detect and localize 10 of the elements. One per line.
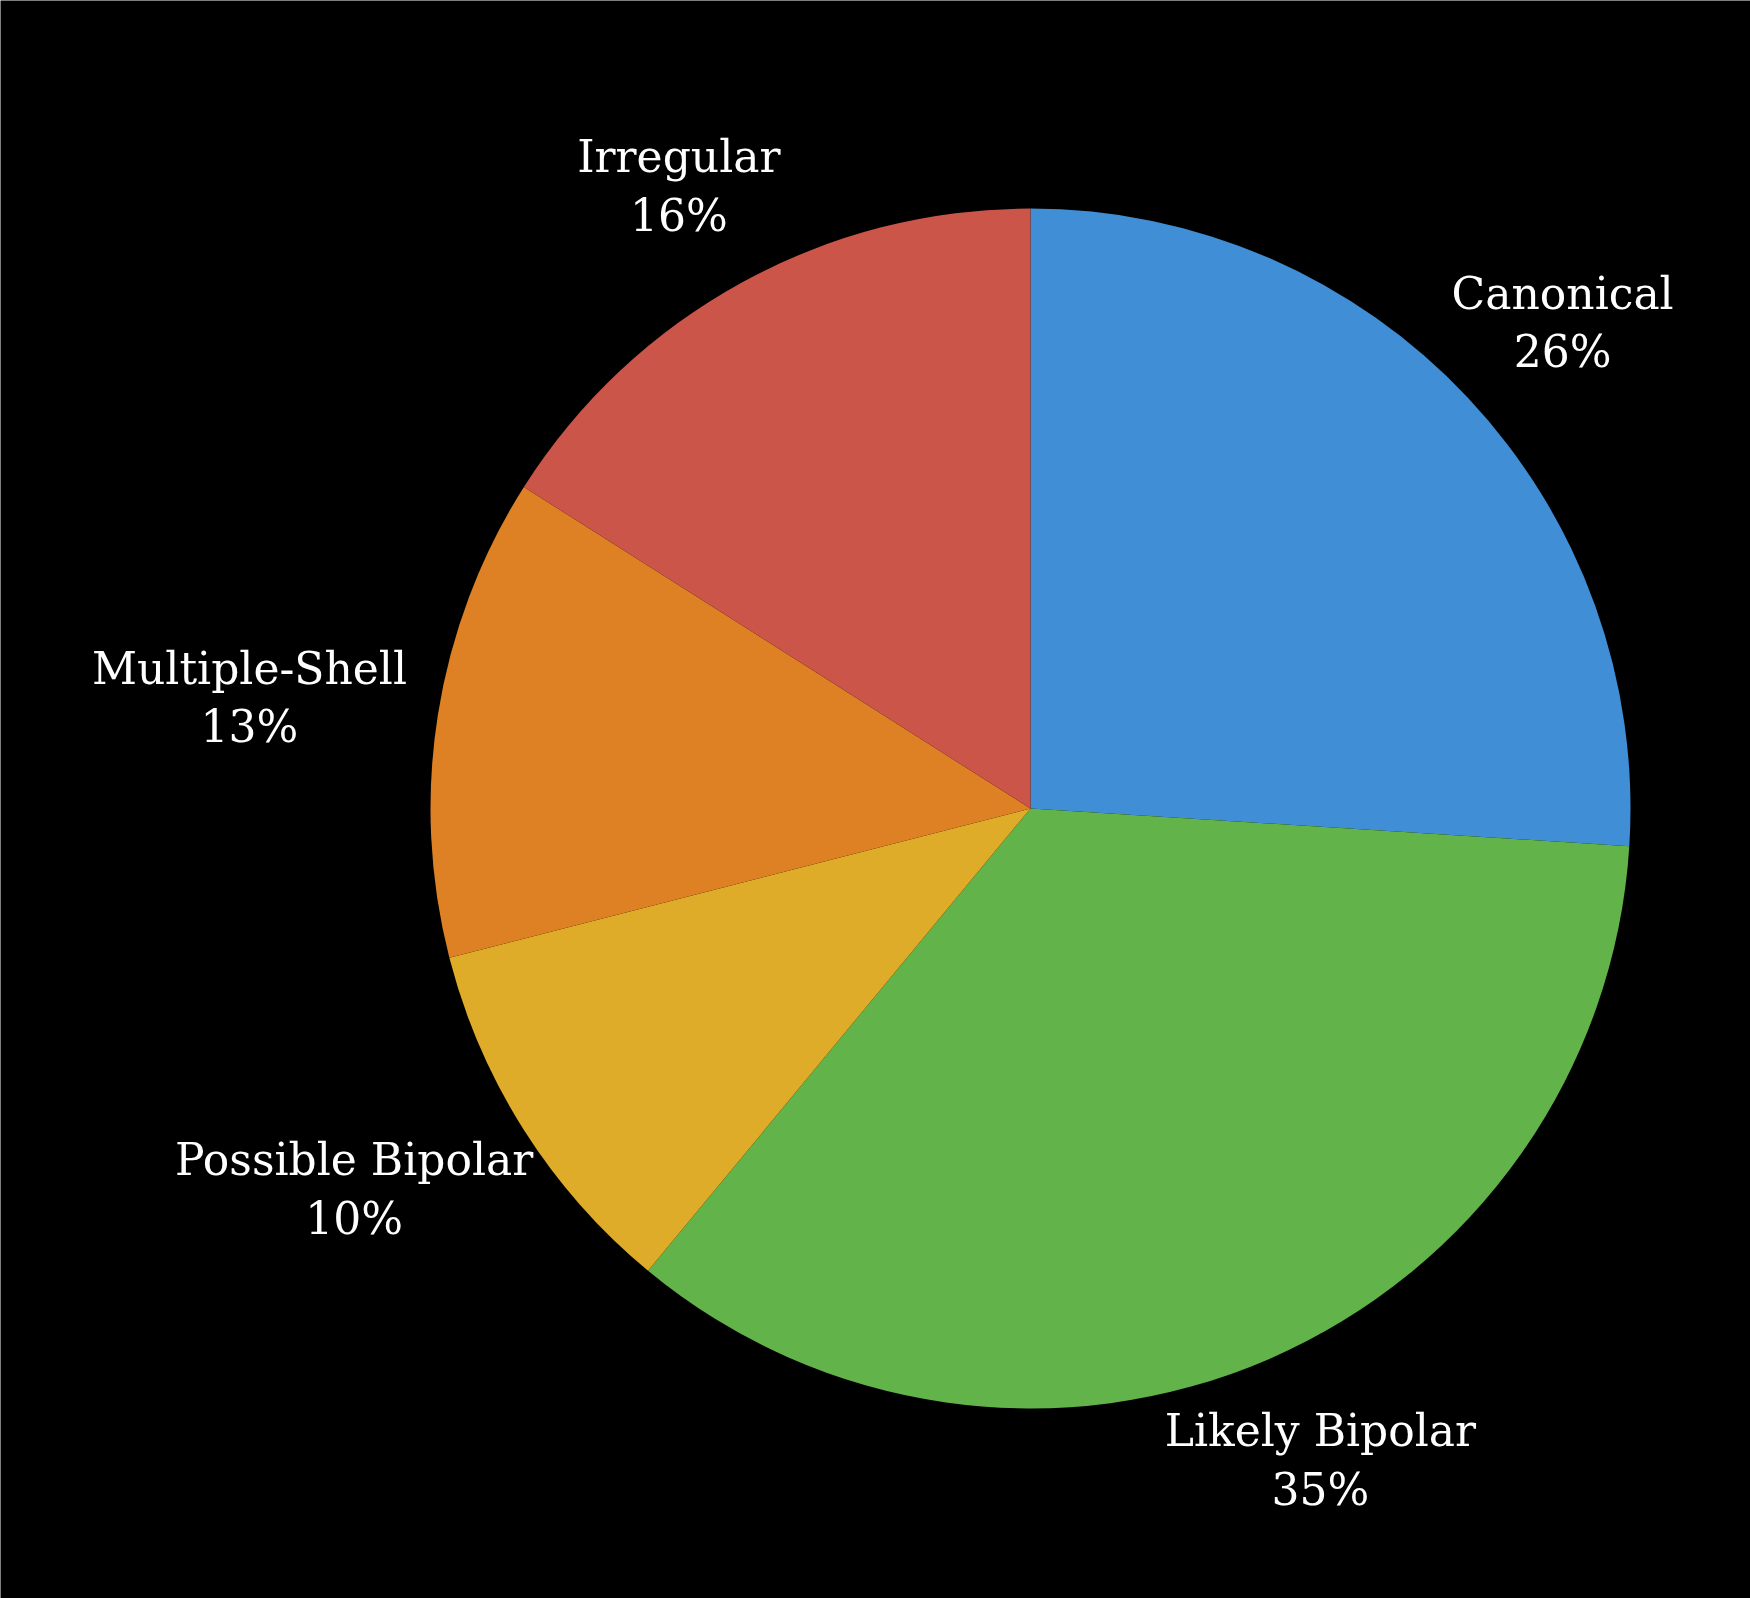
- data-label: 10%: [305, 1192, 404, 1244]
- data-label: 13%: [200, 701, 299, 753]
- slice-label: Likely Bipolar: [1164, 1405, 1478, 1457]
- slice-label: Irregular: [577, 131, 782, 183]
- slice-label: Possible Bipolar: [175, 1134, 535, 1186]
- data-label: 26%: [1513, 326, 1612, 378]
- data-label: 16%: [629, 190, 728, 242]
- slice-label: Multiple-Shell: [91, 642, 408, 694]
- data-label: 35%: [1271, 1463, 1370, 1515]
- slice-label: Canonical: [1451, 267, 1674, 319]
